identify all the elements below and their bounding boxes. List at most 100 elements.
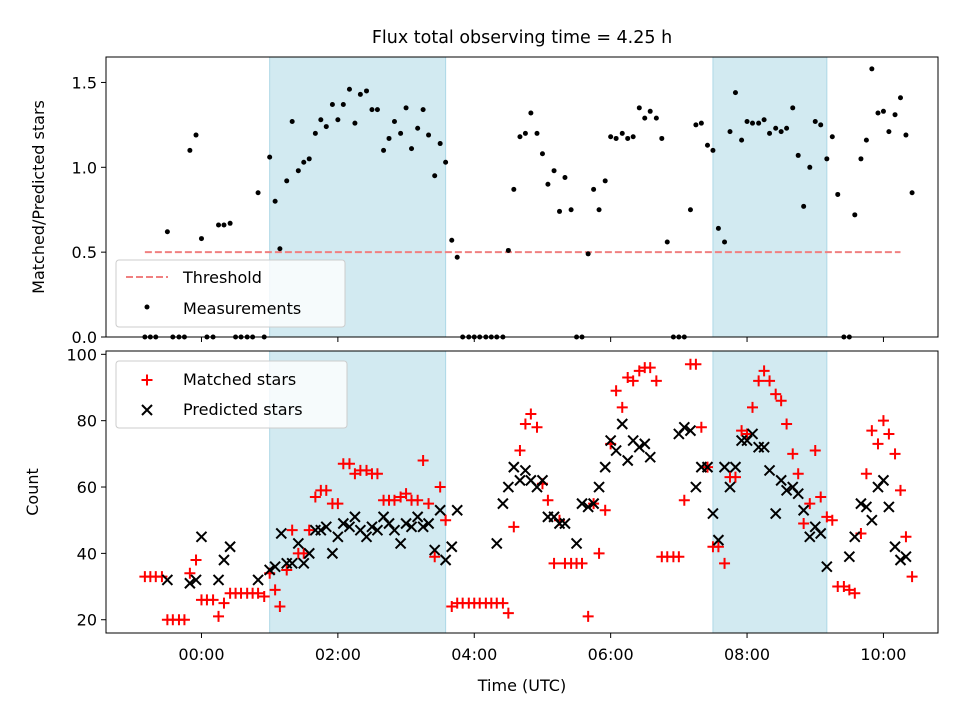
matched-star-point <box>298 547 310 559</box>
measurement-point <box>557 208 563 214</box>
predicted-star-point <box>320 521 332 533</box>
y-tick-label: 60 <box>77 478 97 497</box>
predicted-star-point <box>212 574 225 586</box>
measurement-point <box>756 120 762 126</box>
measurement-point <box>364 88 370 94</box>
measurement-point <box>790 105 796 111</box>
matched-star-point <box>883 428 895 440</box>
matched-star-point <box>900 531 912 543</box>
measurement-point <box>318 117 324 123</box>
measurement-point <box>630 134 636 140</box>
predicted-star-point <box>224 541 236 553</box>
matched-star-point <box>497 597 509 609</box>
predicted-star-point <box>804 531 816 543</box>
measurement-point <box>784 125 790 131</box>
matched-star-point <box>719 557 731 569</box>
top-x-ticks <box>200 337 884 342</box>
measurement-point <box>301 159 307 165</box>
matched-star-point <box>508 521 520 533</box>
matched-star-point <box>412 494 424 506</box>
predicted-star-point <box>292 537 305 550</box>
measurement-point <box>875 110 881 116</box>
measurement-point <box>795 152 801 158</box>
measurement-point <box>187 147 193 153</box>
matched-star-point <box>599 504 611 516</box>
measurement-point <box>625 135 631 141</box>
measurement-point <box>443 159 449 165</box>
predicted-star-point <box>582 501 594 513</box>
measurement-point <box>312 130 318 136</box>
bottom-axes-frame <box>105 350 939 634</box>
top-shaded-spans <box>269 56 828 338</box>
predicted-star-point <box>576 497 588 510</box>
measurement-point <box>722 239 728 245</box>
x-axis-label: Time (UTC) <box>477 676 566 695</box>
measurement-point <box>357 91 363 97</box>
predicted-star-point <box>451 504 463 516</box>
measurement-point <box>193 132 199 138</box>
measurement-point <box>409 146 415 152</box>
chart-title: Flux total observing time = 4.25 h <box>372 28 672 48</box>
measurement-point <box>437 141 443 147</box>
top-ylabel: Matched/Predicted stars <box>29 100 48 294</box>
predicted-star-point <box>724 481 736 493</box>
measurement-point <box>704 142 710 148</box>
measurement-point <box>835 191 841 197</box>
measurement-point <box>636 105 642 111</box>
bottom-legend-box <box>115 360 348 429</box>
predicted-star-point <box>843 550 856 563</box>
legend-plus-mark <box>141 374 153 386</box>
predicted-star-point <box>252 574 264 586</box>
measurement-point <box>386 135 392 141</box>
measurement-point <box>869 66 875 72</box>
predicted-star-point <box>746 428 759 440</box>
measurement-point <box>398 130 404 136</box>
matched-star-point <box>286 524 298 536</box>
matched-star-point <box>525 408 537 420</box>
measurement-point <box>255 190 261 196</box>
matched-star-point <box>729 471 741 483</box>
predicted-star-point <box>275 527 287 540</box>
measurement-point <box>391 118 397 124</box>
y-tick-label: 20 <box>77 611 97 630</box>
measurement-point <box>403 105 409 111</box>
measurement-point <box>346 86 352 92</box>
predicted-star-point <box>497 497 509 510</box>
predicted-star-point <box>621 454 634 467</box>
measurement-point <box>613 135 619 141</box>
matched-star-point <box>877 415 889 427</box>
predicted-star-point <box>707 507 719 520</box>
predicted-star-point <box>502 481 515 493</box>
predicted-star-point <box>286 557 298 570</box>
predicted-star-point <box>701 461 714 473</box>
x-tick-label: 08:00 <box>724 645 770 664</box>
predicted-star-point <box>593 481 605 493</box>
measurement-point <box>664 239 670 245</box>
predicted-star-point <box>900 550 912 563</box>
predicted-star-point <box>769 507 782 520</box>
legend-predicted-label: Predicted stars <box>183 400 303 419</box>
predicted-star-point <box>894 554 907 566</box>
predicted-star-point <box>519 464 532 477</box>
predicted-star-point <box>610 444 622 457</box>
measurement-point <box>773 125 779 131</box>
matched-star-point <box>690 358 702 370</box>
measurement-point <box>909 190 915 196</box>
matched-star-point <box>906 571 918 583</box>
predicted-star-point <box>184 577 196 589</box>
measurement-point <box>517 134 523 140</box>
matched-star-point <box>695 421 707 433</box>
matched-stars-points <box>139 358 918 626</box>
predicted-star-point <box>303 547 315 560</box>
predicted-star-point <box>559 517 571 530</box>
measurement-point <box>272 198 278 204</box>
matched-star-point <box>548 557 560 569</box>
matched-star-point <box>644 362 656 374</box>
measurement-point <box>886 129 892 135</box>
measurement-point <box>715 225 721 231</box>
matched-star-point <box>747 401 759 413</box>
legend-x-mark <box>141 404 153 416</box>
legend-measurement-label: Measurements <box>183 299 301 318</box>
legend-predicted-swatch <box>141 404 153 416</box>
predicted-star-point <box>400 517 412 530</box>
